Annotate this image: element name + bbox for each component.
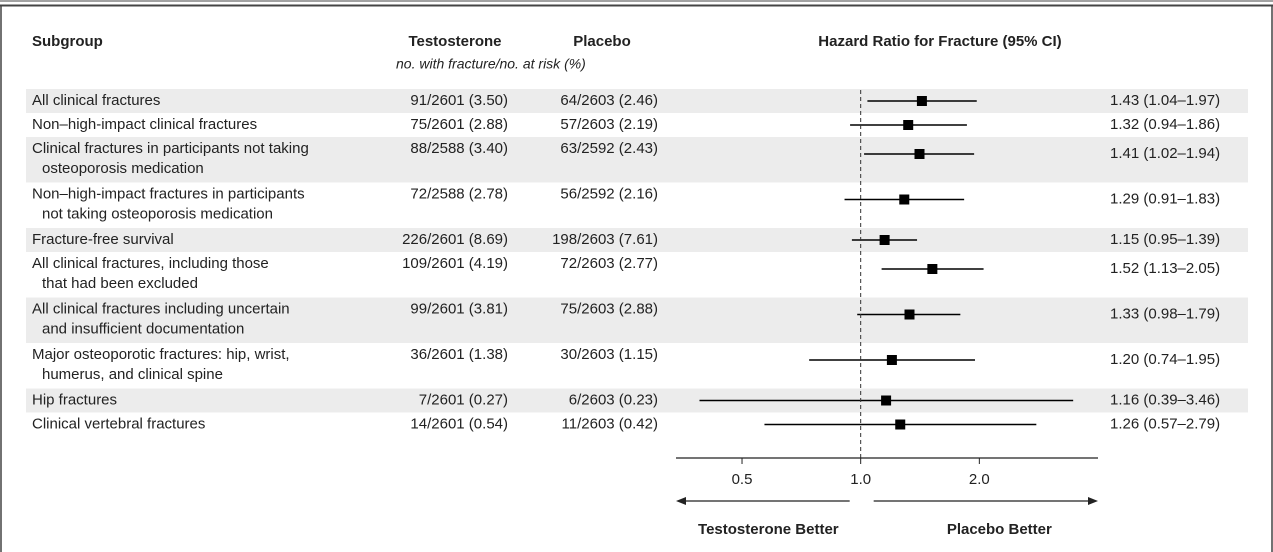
hr-label: 1.32 (0.94–1.86) [1110, 116, 1220, 133]
placebo-count: 75/2603 (2.88) [560, 300, 658, 317]
subgroup-label: All clinical fractures including uncerta… [32, 300, 290, 317]
row-stripe [26, 137, 1248, 183]
x-tick-label: 2.0 [969, 471, 990, 488]
subgroup-label: All clinical fractures [32, 92, 160, 109]
subgroup-label: humerus, and clinical spine [42, 366, 223, 383]
header-testosterone: Testosterone [408, 33, 501, 50]
header-subgroup: Subgroup [32, 33, 103, 50]
subgroup-label: Fracture-free survival [32, 231, 174, 248]
placebo-count: 11/2603 (0.42) [562, 415, 658, 432]
testosterone-count: 72/2588 (2.78) [410, 185, 508, 202]
point-estimate [914, 149, 925, 159]
hr-label: 1.15 (0.95–1.39) [1110, 231, 1220, 248]
subgroup-label: Clinical vertebral fractures [32, 415, 205, 432]
hr-label: 1.29 (0.91–1.83) [1110, 190, 1220, 207]
hr-label: 1.16 (0.39–3.46) [1110, 391, 1220, 408]
subgroup-label: Hip fractures [32, 391, 117, 408]
point-estimate [916, 96, 927, 106]
point-estimate [904, 309, 915, 320]
subgroup-label: not taking osteoporosis medication [42, 205, 273, 222]
point-estimate [879, 235, 890, 245]
point-estimate [903, 120, 914, 130]
subgroup-label: that had been excluded [42, 275, 198, 292]
arrowhead-left [676, 497, 686, 505]
hr-label: 1.43 (1.04–1.97) [1110, 92, 1220, 109]
header-subheader: no. with fracture/no. at risk (%) [396, 56, 586, 72]
arrow-label: Testosterone Better [698, 521, 839, 538]
subgroup-label: and insufficient documentation [42, 320, 244, 337]
placebo-count: 64/2603 (2.46) [560, 92, 658, 109]
placebo-count: 63/2592 (2.43) [560, 140, 658, 157]
subgroup-label: Non–high-impact clinical fractures [32, 116, 257, 133]
subgroup-label: All clinical fractures, including those [32, 255, 269, 272]
x-tick-label: 1.0 [850, 471, 871, 488]
point-estimate [927, 264, 938, 274]
testosterone-count: 226/2601 (8.69) [402, 231, 508, 248]
testosterone-count: 109/2601 (4.19) [402, 255, 508, 272]
header-placebo: Placebo [573, 33, 631, 50]
testosterone-count: 88/2588 (3.40) [410, 140, 508, 157]
header-hr: Hazard Ratio for Fracture (95% CI) [818, 33, 1061, 50]
testosterone-count: 75/2601 (2.88) [410, 116, 508, 133]
row-stripe [26, 297, 1248, 343]
point-estimate [899, 194, 910, 205]
row-stripe [26, 228, 1248, 252]
point-estimate [886, 355, 897, 365]
subgroup-label: Clinical fractures in participants not t… [32, 140, 309, 157]
arrowhead-right [1088, 497, 1098, 505]
testosterone-count: 7/2601 (0.27) [419, 391, 508, 408]
testosterone-count: 91/2601 (3.50) [410, 92, 508, 109]
placebo-count: 57/2603 (2.19) [560, 116, 658, 133]
hr-label: 1.33 (0.98–1.79) [1110, 305, 1220, 322]
hr-label: 1.41 (1.02–1.94) [1110, 145, 1220, 162]
subgroup-label: osteoporosis medication [42, 160, 204, 177]
testosterone-count: 14/2601 (0.54) [410, 415, 508, 432]
placebo-count: 30/2603 (1.15) [560, 346, 658, 363]
row-stripe [26, 89, 1248, 113]
subgroup-label: Non–high-impact fractures in participant… [32, 185, 305, 202]
hr-label: 1.26 (0.57–2.79) [1110, 415, 1220, 432]
point-estimate [881, 395, 892, 406]
hr-label: 1.52 (1.13–2.05) [1110, 260, 1220, 277]
testosterone-count: 36/2601 (1.38) [410, 346, 508, 363]
placebo-count: 6/2603 (0.23) [569, 391, 658, 408]
x-tick-label: 0.5 [732, 471, 753, 488]
placebo-count: 72/2603 (2.77) [560, 255, 658, 272]
point-estimate [895, 419, 906, 430]
testosterone-count: 99/2601 (3.81) [410, 300, 508, 317]
placebo-count: 198/2603 (7.61) [552, 231, 658, 248]
arrow-label: Placebo Better [947, 521, 1052, 538]
hr-label: 1.20 (0.74–1.95) [1110, 351, 1220, 368]
placebo-count: 56/2592 (2.16) [560, 185, 658, 202]
subgroup-label: Major osteoporotic fractures: hip, wrist… [32, 346, 290, 363]
